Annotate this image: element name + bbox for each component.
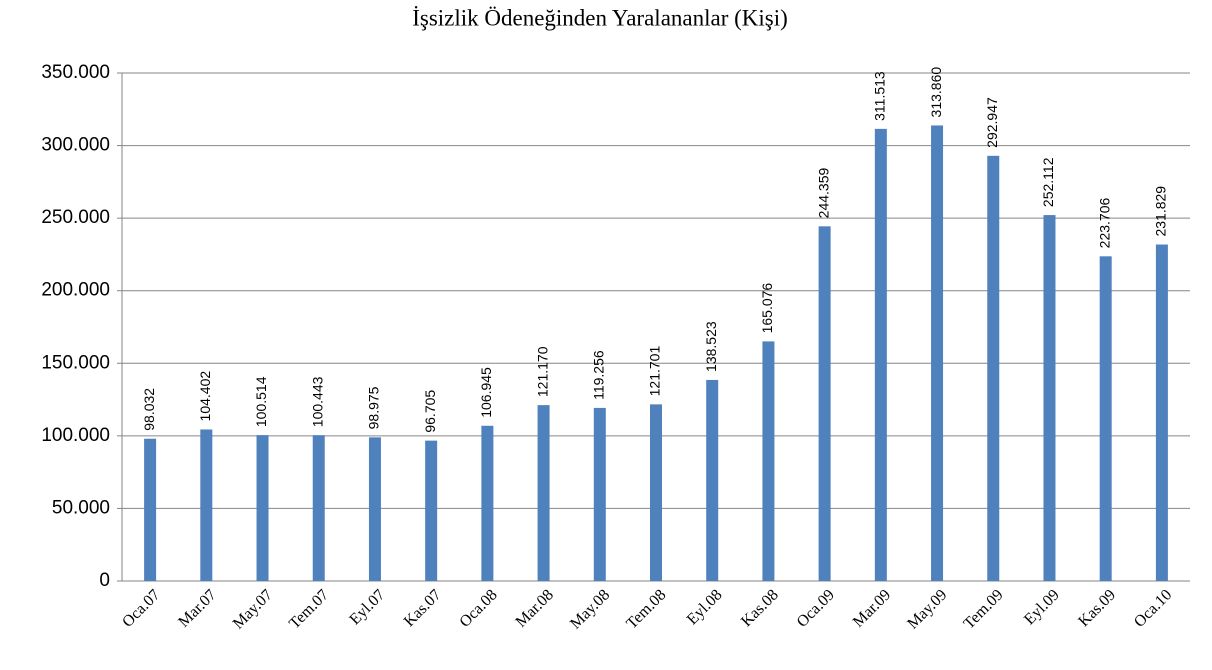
x-tick-label: May.08	[567, 586, 613, 632]
bar	[931, 125, 944, 582]
value-label: 100.443	[309, 376, 325, 427]
y-tick-label: 350.000	[41, 62, 110, 83]
y-tick-label: 300.000	[41, 135, 110, 156]
x-tick-label: Tem.07	[286, 586, 332, 632]
value-label: 104.402	[197, 371, 213, 422]
bar	[593, 407, 606, 581]
bar	[818, 226, 831, 581]
x-tick-label: May.07	[230, 586, 276, 632]
value-label: 244.359	[815, 168, 831, 219]
value-label: 231.829	[1153, 186, 1169, 237]
y-tick-label: 0	[99, 570, 110, 591]
x-tick-label: May.09	[904, 586, 950, 632]
bar	[200, 429, 213, 581]
x-tick-label: Kas.09	[1075, 586, 1119, 630]
chart-title: İşsizlik Ödeneğinden Yaralananlar (Kişi)	[412, 5, 788, 30]
value-label: 98.032	[141, 388, 157, 431]
x-tick-label: Kas.08	[738, 586, 782, 630]
value-label: 106.945	[478, 367, 494, 418]
bar	[1155, 244, 1168, 581]
value-label: 311.513	[872, 71, 888, 121]
bar	[706, 379, 719, 581]
value-label: 138.523	[703, 321, 719, 372]
value-label: 121.170	[534, 346, 550, 397]
y-tick-label: 250.000	[41, 207, 110, 228]
x-tick-label: Oca.09	[794, 586, 838, 630]
y-tick-label: 100.000	[41, 425, 110, 446]
x-tick-label: Eyl.09	[1021, 586, 1063, 628]
bar	[312, 435, 325, 581]
x-tick-label: Oca.08	[456, 586, 500, 630]
bar	[144, 438, 157, 581]
y-tick-label: 200.000	[41, 280, 110, 301]
y-tick-label: 150.000	[41, 352, 110, 373]
bar	[650, 404, 662, 581]
x-tick-label: Oca.10	[1131, 586, 1175, 630]
value-label: 292.947	[984, 97, 1000, 148]
value-label: 252.112	[1040, 157, 1056, 207]
bar	[987, 155, 1000, 581]
x-tick-label: Kas.07	[401, 586, 445, 630]
x-tick-label: Eyl.07	[346, 586, 388, 628]
x-tick-label: Mar.09	[850, 586, 894, 630]
bar	[368, 437, 381, 581]
x-tick-label: Eyl.08	[684, 586, 726, 628]
y-tick-label: 50.000	[52, 497, 110, 518]
bar	[1099, 256, 1112, 581]
value-label: 119.256	[590, 350, 606, 400]
value-label: 223.706	[1096, 197, 1112, 248]
bar	[1043, 215, 1056, 581]
x-tick-label: Tem.08	[623, 586, 669, 632]
value-label: 165.076	[759, 283, 775, 334]
x-tick-label: Oca.07	[119, 586, 163, 630]
bar	[762, 341, 775, 581]
value-label: 313.860	[928, 67, 944, 118]
bar	[537, 405, 550, 581]
bar	[874, 128, 887, 581]
value-label: 98.975	[366, 386, 382, 429]
bar	[481, 425, 494, 581]
value-label: 121.701	[647, 346, 663, 397]
value-label: 100.514	[253, 376, 269, 427]
x-tick-label: Mar.08	[513, 586, 557, 630]
value-label: 96.705	[422, 390, 438, 433]
bar	[425, 440, 438, 581]
x-tick-label: Mar.07	[175, 586, 219, 630]
x-tick-label: Tem.09	[961, 586, 1007, 632]
bar	[256, 435, 269, 581]
